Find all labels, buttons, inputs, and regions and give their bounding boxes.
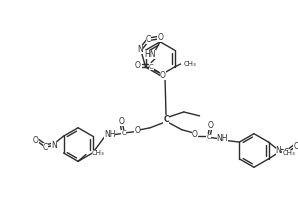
- Text: O: O: [134, 126, 140, 135]
- Text: C: C: [121, 130, 126, 136]
- Text: O: O: [157, 33, 163, 42]
- Text: O: O: [119, 117, 125, 126]
- Text: C: C: [163, 115, 169, 124]
- Text: N: N: [138, 45, 143, 54]
- Text: C: C: [43, 143, 48, 152]
- Text: HN: HN: [145, 50, 156, 59]
- Text: C: C: [146, 35, 151, 44]
- Text: O: O: [134, 61, 140, 70]
- Text: CH₃: CH₃: [282, 150, 295, 156]
- Text: O: O: [192, 130, 198, 139]
- Text: C: C: [206, 134, 211, 140]
- Text: NH: NH: [104, 130, 115, 139]
- Text: NH: NH: [217, 134, 228, 143]
- Text: O: O: [293, 141, 298, 150]
- Text: O: O: [33, 136, 39, 145]
- Text: CH₃: CH₃: [92, 150, 105, 157]
- Text: C: C: [284, 148, 289, 157]
- Text: N: N: [276, 146, 281, 155]
- Text: O: O: [207, 121, 213, 130]
- Text: CH₃: CH₃: [184, 61, 196, 67]
- Text: O: O: [160, 71, 166, 80]
- Text: C: C: [149, 64, 153, 71]
- Text: N: N: [51, 141, 57, 150]
